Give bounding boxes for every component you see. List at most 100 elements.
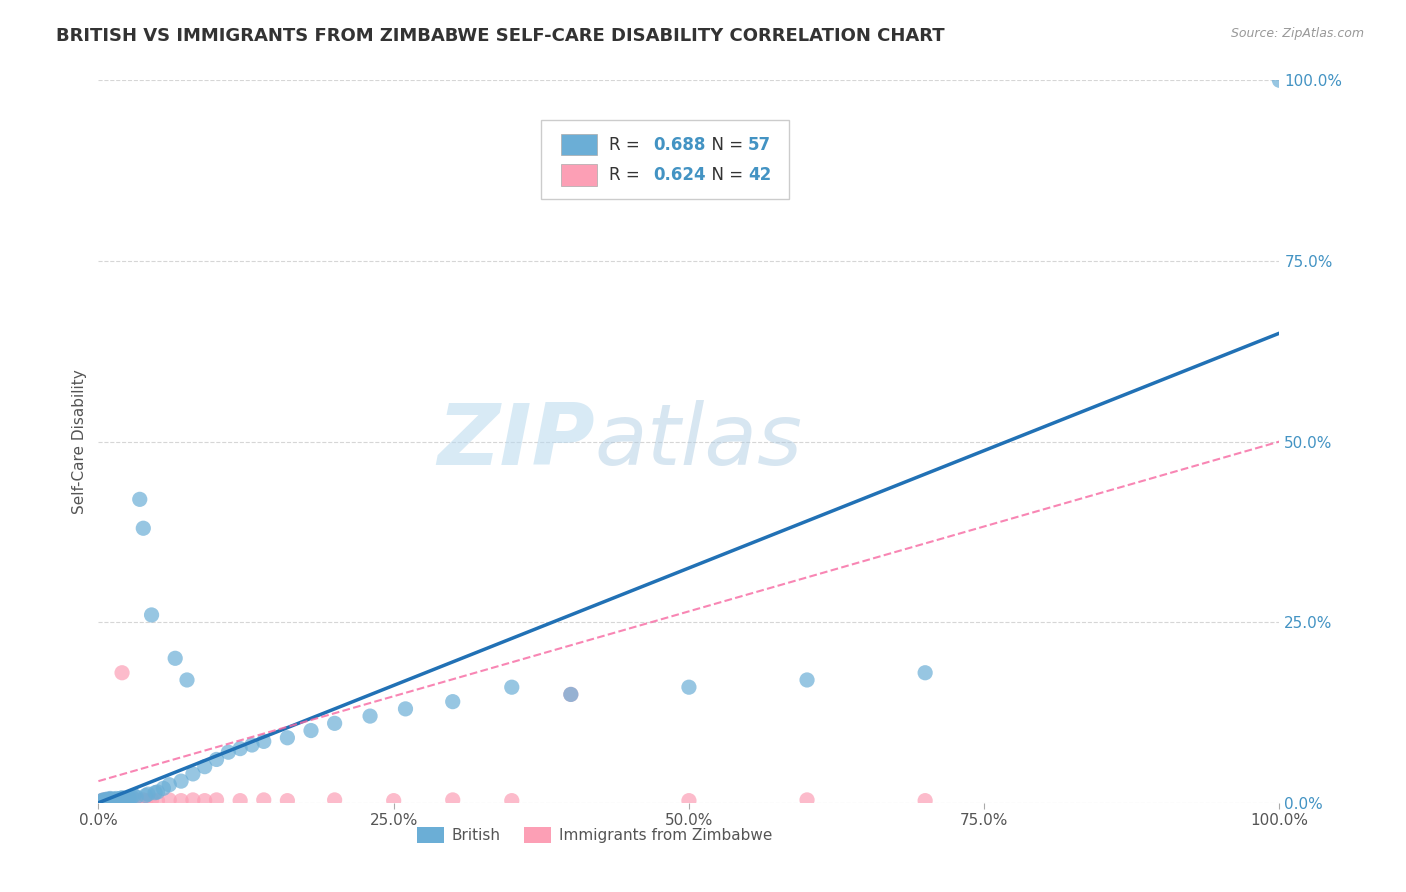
Point — [796, 673, 818, 687]
Point — [103, 794, 125, 808]
Point — [122, 794, 145, 808]
Text: 0.624: 0.624 — [654, 166, 706, 184]
Text: N =: N = — [700, 136, 748, 153]
Point — [128, 492, 150, 507]
Text: BRITISH VS IMMIGRANTS FROM ZIMBABWE SELF-CARE DISABILITY CORRELATION CHART: BRITISH VS IMMIGRANTS FROM ZIMBABWE SELF… — [56, 27, 945, 45]
Point — [146, 794, 169, 808]
Point — [323, 716, 346, 731]
Point — [101, 794, 124, 808]
Point — [98, 793, 121, 807]
Point — [394, 702, 416, 716]
Point — [117, 794, 139, 808]
Point — [359, 709, 381, 723]
Point — [105, 793, 128, 807]
Point — [98, 793, 121, 807]
Point — [111, 790, 134, 805]
Point — [678, 794, 700, 808]
Point — [101, 793, 124, 807]
Point — [141, 793, 163, 807]
Point — [91, 793, 114, 807]
Point — [108, 794, 131, 808]
Point — [560, 687, 582, 701]
Y-axis label: Self-Care Disability: Self-Care Disability — [72, 369, 87, 514]
Point — [97, 794, 120, 808]
Legend: British, Immigrants from Zimbabwe: British, Immigrants from Zimbabwe — [411, 822, 779, 849]
Point — [115, 791, 138, 805]
Point — [105, 794, 128, 808]
Point — [253, 793, 276, 807]
Point — [176, 673, 198, 687]
FancyBboxPatch shape — [561, 164, 596, 186]
Point — [104, 793, 127, 807]
Point — [229, 794, 252, 808]
Point — [170, 794, 193, 808]
Point — [94, 794, 117, 808]
Point — [181, 793, 204, 807]
Point — [111, 665, 134, 680]
Point — [501, 680, 523, 694]
Point — [112, 793, 135, 807]
Text: atlas: atlas — [595, 400, 803, 483]
Text: ZIP: ZIP — [437, 400, 595, 483]
Point — [205, 793, 228, 807]
Point — [253, 734, 276, 748]
Point — [98, 792, 121, 806]
FancyBboxPatch shape — [561, 134, 596, 155]
Point — [98, 791, 121, 805]
Point — [276, 731, 298, 745]
Point — [98, 792, 121, 806]
Point — [105, 793, 128, 807]
Text: 57: 57 — [748, 136, 770, 153]
Point — [170, 774, 193, 789]
Point — [135, 794, 157, 808]
Point — [118, 790, 141, 805]
Point — [276, 794, 298, 808]
Point — [217, 745, 239, 759]
Point — [100, 794, 122, 808]
Point — [125, 793, 148, 807]
Point — [299, 723, 322, 738]
Point — [323, 793, 346, 807]
Point — [121, 793, 143, 807]
Point — [104, 793, 127, 807]
Point — [560, 687, 582, 701]
Point — [382, 794, 405, 808]
Point — [141, 607, 163, 622]
Point — [110, 791, 132, 805]
Point — [103, 792, 125, 806]
Text: R =: R = — [609, 166, 644, 184]
Point — [100, 793, 122, 807]
Point — [914, 794, 936, 808]
Point — [146, 785, 169, 799]
Point — [91, 794, 114, 808]
Point — [1268, 73, 1291, 87]
Point — [108, 794, 131, 808]
Point — [132, 793, 155, 807]
Text: N =: N = — [700, 166, 748, 184]
Point — [132, 521, 155, 535]
Point — [181, 767, 204, 781]
Point — [91, 794, 114, 808]
Point — [914, 665, 936, 680]
Text: Source: ZipAtlas.com: Source: ZipAtlas.com — [1230, 27, 1364, 40]
Point — [152, 781, 174, 796]
Point — [165, 651, 187, 665]
Text: 42: 42 — [748, 166, 772, 184]
Point — [96, 792, 118, 806]
Text: R =: R = — [609, 136, 644, 153]
Point — [501, 794, 523, 808]
Point — [796, 793, 818, 807]
Point — [678, 680, 700, 694]
Point — [136, 787, 159, 801]
Point — [105, 791, 128, 805]
Point — [93, 793, 115, 807]
Point — [121, 790, 143, 805]
Point — [97, 794, 120, 808]
Point — [240, 738, 263, 752]
Point — [205, 752, 228, 766]
Point — [107, 792, 129, 806]
Point — [122, 789, 145, 803]
Point — [229, 741, 252, 756]
Point — [112, 792, 135, 806]
Point — [105, 794, 128, 808]
